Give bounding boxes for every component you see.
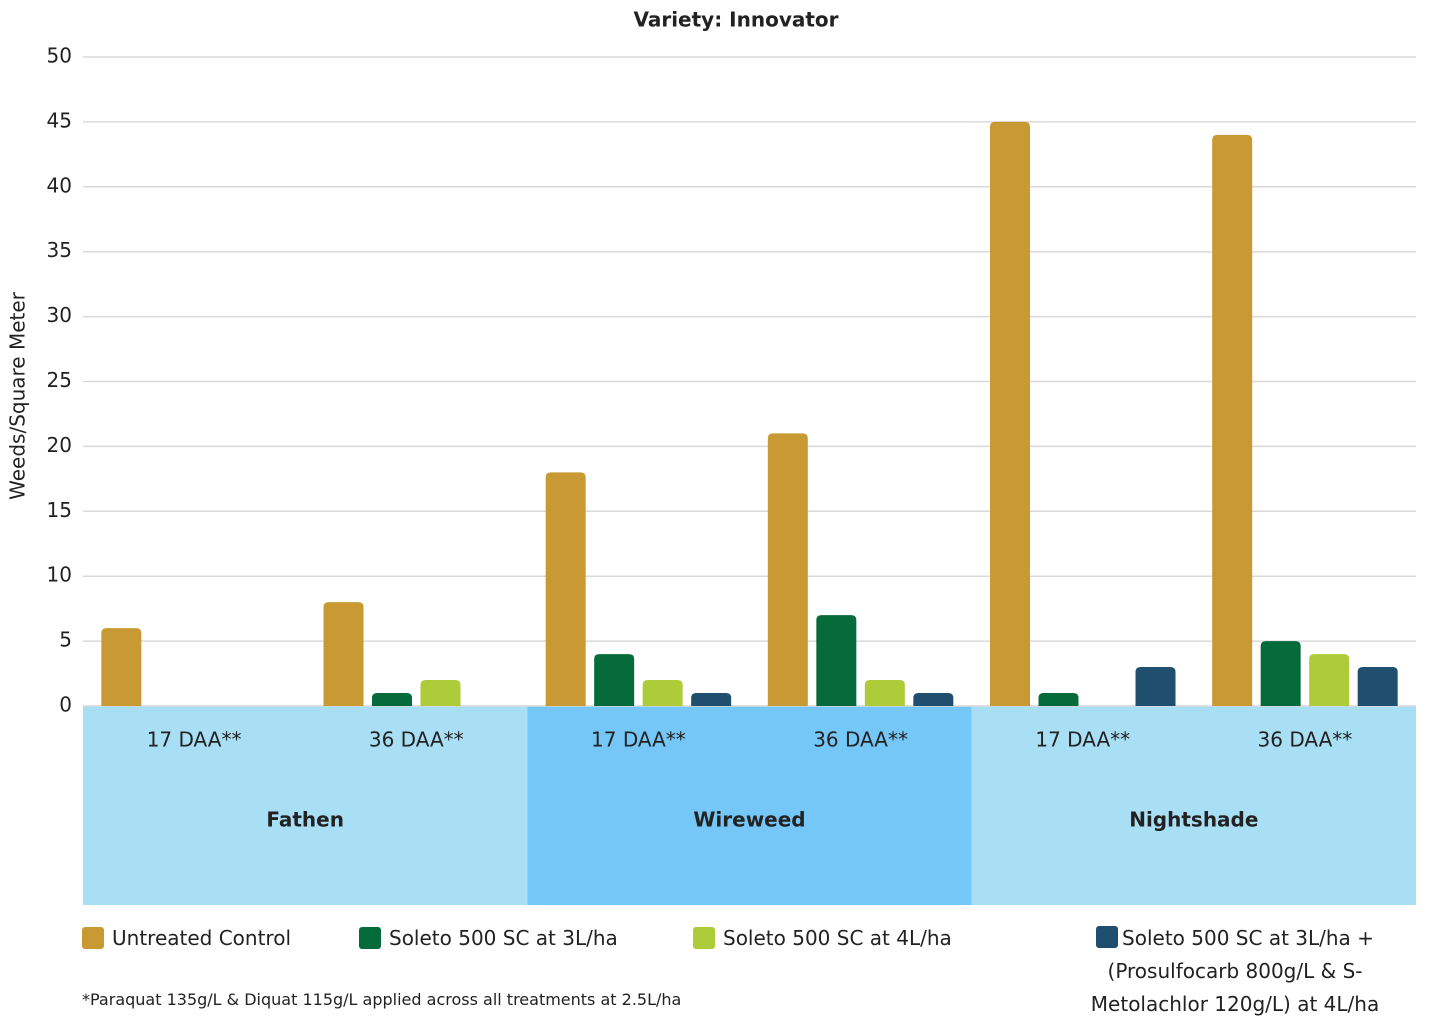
group-box	[971, 706, 1416, 905]
legend-swatch	[82, 927, 104, 949]
group-label: Fathen	[266, 808, 344, 832]
bar	[816, 615, 857, 706]
bar	[545, 472, 586, 706]
legend-label: Soleto 500 SC at 3L/ha + (Prosulfocarb 8…	[1090, 926, 1380, 1016]
legend-label: Soleto 500 SC at 4L/ha	[723, 926, 952, 950]
y-tick-label: 50	[47, 44, 72, 68]
group-box	[83, 706, 528, 905]
bar	[372, 693, 412, 706]
bar	[767, 433, 808, 706]
y-tick-label: 40	[47, 173, 72, 197]
x-tick-label: 17 DAA**	[1035, 728, 1130, 752]
bar	[642, 680, 683, 706]
y-tick-label: 10	[47, 563, 72, 587]
bar	[323, 602, 364, 706]
y-tick-label: 35	[47, 238, 72, 262]
y-tick-label: 20	[47, 433, 72, 457]
y-tick-label: 0	[59, 693, 72, 717]
legend-swatch	[693, 927, 715, 949]
bar	[101, 628, 142, 706]
legend-item: Soleto 500 SC at 3L/ha	[359, 922, 618, 955]
y-tick-label: 30	[47, 303, 72, 327]
chart-title: Variety: Innovator	[633, 8, 838, 32]
legend-swatch	[359, 927, 381, 949]
y-tick-label: 5	[59, 628, 72, 652]
legend-swatch	[1096, 926, 1119, 948]
bar	[594, 654, 635, 706]
bar	[1212, 134, 1253, 706]
legend-item: Soleto 500 SC at 3L/ha + (Prosulfocarb 8…	[1050, 922, 1420, 1021]
bar	[913, 693, 954, 706]
x-tick-label: 17 DAA**	[147, 728, 242, 752]
legend-label: Untreated Control	[112, 926, 291, 950]
bar	[1135, 667, 1176, 706]
legend-label: Soleto 500 SC at 3L/ha	[389, 926, 618, 950]
group-box	[527, 706, 972, 905]
y-tick-label: 25	[47, 368, 72, 392]
x-tick-label: 36 DAA**	[813, 728, 908, 752]
y-tick-label: 45	[47, 108, 72, 132]
bar	[1260, 641, 1301, 706]
y-axis-label: Weeds/Square Meter	[6, 291, 30, 500]
x-tick-label: 36 DAA**	[1258, 728, 1353, 752]
legend-item: Soleto 500 SC at 4L/ha	[693, 922, 952, 955]
y-tick-label: 15	[47, 498, 72, 522]
group-label: Nightshade	[1129, 808, 1258, 832]
legend-item: Untreated Control	[82, 922, 291, 955]
x-tick-label: 17 DAA**	[591, 728, 686, 752]
bar	[420, 680, 461, 706]
bar	[864, 680, 905, 706]
footnote: *Paraquat 135g/L & Diquat 115g/L applied…	[82, 990, 682, 1009]
x-tick-label: 36 DAA**	[369, 728, 464, 752]
bar	[1309, 654, 1350, 706]
bar	[990, 121, 1030, 706]
group-label: Wireweed	[693, 808, 805, 832]
bar	[1038, 693, 1079, 706]
bar	[691, 693, 732, 706]
bar	[1357, 667, 1398, 706]
